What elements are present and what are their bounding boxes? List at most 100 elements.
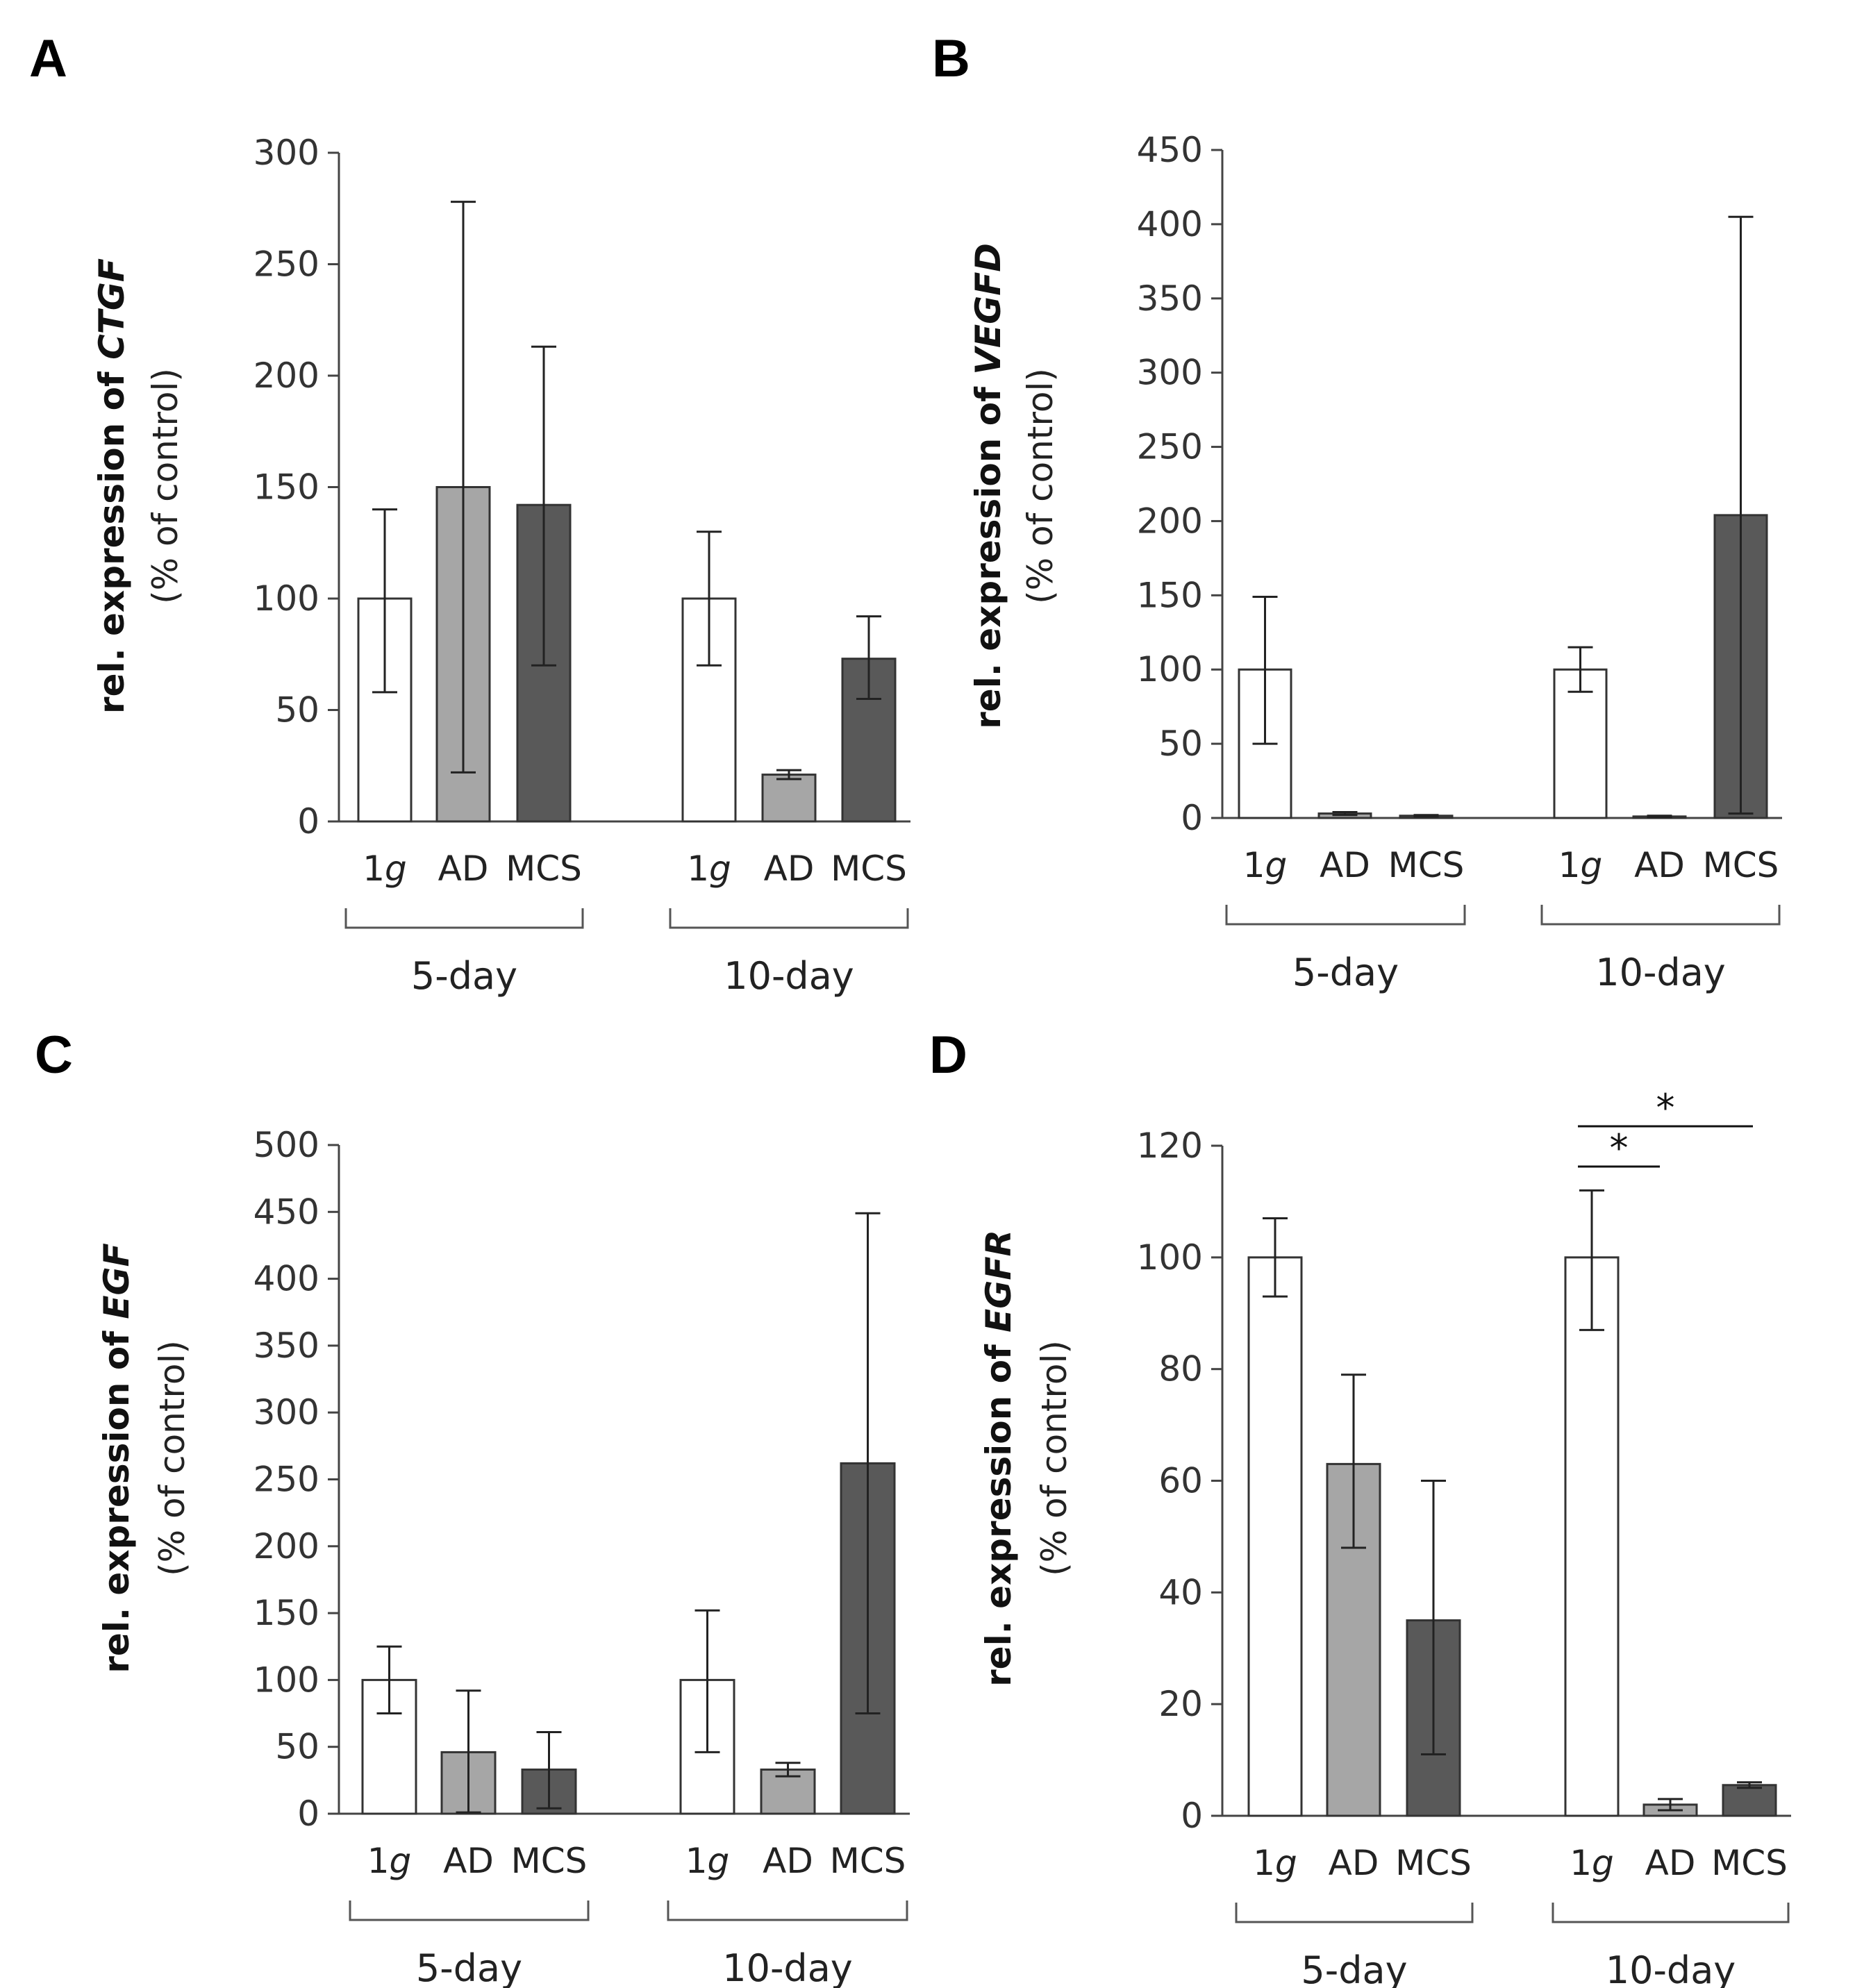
y-tick-label: 0 [297, 801, 319, 842]
y-axis-label-gene: CTGF [92, 258, 132, 360]
y-tick-label: 200 [253, 1526, 319, 1567]
y-axis-label-gene: EGFR [979, 1230, 1019, 1333]
y-tick-label: 250 [253, 1460, 319, 1500]
y-tick-label: 40 [1158, 1572, 1203, 1612]
chart-panel-B: B 0 50 100 150 200 250 300 350 400 450 rel. express… [932, 29, 1782, 994]
y-axis-label: rel. expression of CTGF [92, 258, 132, 714]
category-label: MCS [1395, 1843, 1472, 1883]
y-tick-label: 300 [253, 133, 319, 173]
category-label: MCS [506, 849, 582, 889]
y-tick-label: 400 [253, 1259, 319, 1299]
group-bracket [1540, 905, 1781, 926]
group-bracket [1225, 905, 1466, 926]
category-label: AD [764, 849, 815, 889]
category-label: 1g [1558, 845, 1603, 885]
category-label: 1g [685, 1841, 730, 1881]
panel-letter: A [29, 29, 67, 88]
y-tick-label: 50 [275, 1727, 319, 1767]
group-bracket [349, 1901, 590, 1921]
category-label: AD [763, 1841, 813, 1881]
y-tick-label: 50 [1158, 724, 1203, 764]
bar-10-day-1g [1553, 668, 1608, 819]
category-label: MCS [1703, 845, 1779, 885]
y-axis-label-unit: (% of control) [152, 1340, 192, 1576]
y-tick-label: 100 [1137, 649, 1203, 690]
category-label: 1g [1243, 845, 1288, 885]
panel-letter: B [932, 29, 970, 88]
y-tick-label: 100 [1137, 1237, 1203, 1278]
y-tick-label: 250 [1137, 427, 1203, 467]
y-tick-label: 400 [1137, 204, 1203, 244]
y-tick-label: 200 [1137, 501, 1203, 541]
significance-star: * [1656, 1086, 1675, 1130]
y-tick-label: 350 [1137, 278, 1203, 319]
y-tick-label: 500 [253, 1125, 319, 1165]
y-tick-label: 150 [1137, 575, 1203, 615]
group-label: 10-day [1606, 1948, 1736, 1988]
bar-10-day-AD [761, 774, 817, 823]
group-bracket [669, 908, 909, 929]
group-bracket [1235, 1903, 1474, 1923]
y-axis-label-prefix: rel. expression of [97, 1319, 137, 1673]
category-label: MCS [1711, 1843, 1788, 1883]
category-label: AD [1634, 845, 1685, 885]
y-tick-label: 0 [1181, 798, 1203, 838]
category-label: 1g [367, 1841, 412, 1881]
category-label: AD [438, 849, 489, 889]
y-tick-label: 0 [1181, 1796, 1203, 1836]
y-axis-label: rel. expression of EGF [97, 1243, 137, 1673]
category-label: MCS [831, 849, 907, 889]
y-tick-label: 450 [253, 1192, 319, 1232]
group-bracket [344, 908, 584, 929]
y-tick-label: 100 [253, 1660, 319, 1700]
category-label: 1g [1253, 1843, 1297, 1883]
y-tick-label: 0 [297, 1794, 319, 1834]
category-label: MCS [1388, 845, 1465, 885]
y-tick-label: 300 [253, 1392, 319, 1432]
y-tick-label: 450 [1137, 130, 1203, 170]
chart-panel-C: C 0 50 100 150 200 250 300 350 400 450 500 rel. expr… [35, 1026, 910, 1988]
chart-panel-A: A 0 50 100 150 200 250 300 rel. expression of CT… [29, 29, 910, 998]
category-label: AD [1329, 1843, 1379, 1883]
y-axis-label-unit: (% of control) [1034, 1340, 1074, 1576]
group-bracket [667, 1901, 908, 1921]
y-tick-label: 350 [253, 1326, 319, 1366]
y-axis-label-unit: (% of control) [1020, 368, 1060, 604]
group-label: 5-day [1292, 951, 1399, 994]
category-label: MCS [511, 1841, 588, 1881]
category-label: AD [443, 1841, 494, 1881]
group-label: 10-day [724, 954, 854, 998]
bar-5-day-1g [1247, 1256, 1303, 1817]
group-bracket [1552, 1903, 1790, 1923]
bar-10-day-MCS [1722, 1784, 1777, 1817]
y-tick-label: 250 [253, 244, 319, 285]
category-label: 1g [363, 849, 407, 889]
y-tick-label: 50 [275, 690, 319, 730]
category-label: MCS [830, 1841, 906, 1881]
category-label: AD [1645, 1843, 1696, 1883]
bar-10-day-1g [1564, 1256, 1620, 1817]
y-tick-label: 120 [1137, 1126, 1203, 1166]
panel-letter: D [929, 1026, 967, 1085]
y-axis-label-gene: VEGFD [968, 243, 1008, 375]
panel-letter: C [35, 1026, 73, 1085]
significance-star: * [1610, 1126, 1629, 1170]
chart-panel-D: D 0 20 40 60 80 100 120 rel. expression of EGFR (… [929, 1026, 1791, 1988]
y-axis-label: rel. expression of EGFR [979, 1230, 1019, 1687]
category-label: 1g [1570, 1843, 1614, 1883]
group-label: 10-day [722, 1946, 853, 1988]
y-tick-label: 200 [253, 356, 319, 396]
y-axis-label: rel. expression of VEGFD [968, 243, 1008, 729]
group-label: 10-day [1595, 951, 1726, 994]
y-axis-label-unit: (% of control) [145, 368, 185, 604]
y-tick-label: 80 [1158, 1349, 1203, 1389]
y-axis-label-gene: EGF [97, 1243, 137, 1319]
y-tick-label: 20 [1158, 1684, 1203, 1724]
y-tick-label: 150 [253, 467, 319, 508]
y-tick-label: 300 [1137, 353, 1203, 393]
category-label: AD [1320, 845, 1370, 885]
y-tick-label: 150 [253, 1593, 319, 1633]
group-label: 5-day [1301, 1948, 1407, 1988]
y-axis-label-prefix: rel. expression of [979, 1333, 1019, 1687]
